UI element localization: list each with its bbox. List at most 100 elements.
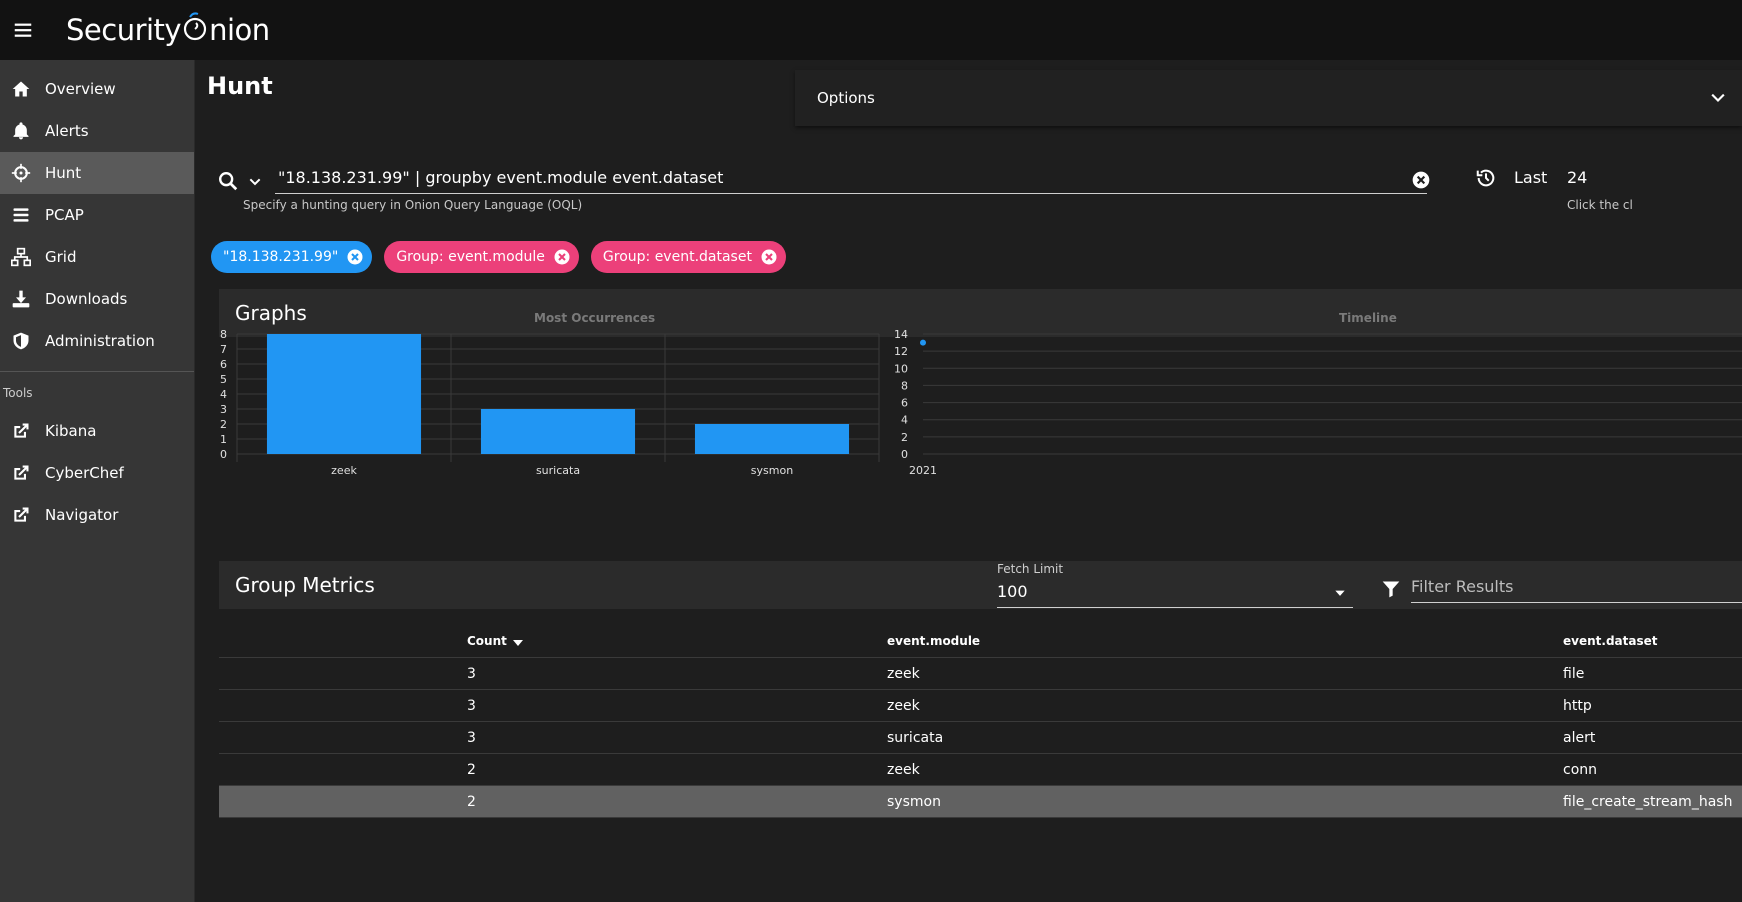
group-metrics-table: Count event.module event.dataset 3 zeek … <box>219 622 1742 818</box>
cell-count: 3 <box>467 666 476 682</box>
tools-header: Tools <box>3 386 33 400</box>
sidebar-item-label: Grid <box>45 248 77 266</box>
table-row[interactable]: 3 zeek http <box>219 690 1742 722</box>
filter-icon <box>1382 581 1400 598</box>
column-header-event-dataset[interactable]: event.dataset <box>1563 634 1658 648</box>
sidebar-item-label: Overview <box>45 80 116 98</box>
sidebar-item-pcap[interactable]: PCAP <box>0 194 194 236</box>
y-tick-label: 4 <box>220 388 227 401</box>
nav-list: Overview Alerts Hunt PCAP Grid Downloads… <box>0 60 194 362</box>
y-tick-label: 2 <box>220 418 227 431</box>
y-tick-label: 8 <box>901 379 908 392</box>
graphs-title: Graphs <box>235 301 307 325</box>
fetch-limit-value[interactable]: 100 <box>997 580 1353 608</box>
menu-button[interactable] <box>0 0 46 60</box>
sidebar-item-administration[interactable]: Administration <box>0 320 194 362</box>
sidebar-item-kibana[interactable]: Kibana <box>0 410 194 452</box>
query-chip[interactable]: "18.138.231.99" <box>211 241 373 273</box>
page-title: Hunt <box>207 72 273 100</box>
sidebar-item-alerts[interactable]: Alerts <box>0 110 194 152</box>
table-header: Count event.module event.dataset <box>219 622 1742 658</box>
chip-label: Group: event.module <box>396 249 545 265</box>
cell-count: 2 <box>467 762 476 778</box>
fetch-limit-select[interactable]: Fetch Limit 100 <box>997 562 1353 608</box>
cell-event-dataset[interactable]: conn <box>1563 762 1598 778</box>
filter-results-input[interactable]: Filter Results <box>1411 573 1742 603</box>
query-input[interactable]: "18.138.231.99" | groupby event.module e… <box>275 160 1427 194</box>
table-row-selected[interactable]: 2 sysmon file_create_stream_hash <box>219 786 1742 818</box>
onion-logo-icon <box>182 12 208 43</box>
column-header-event-module[interactable]: event.module <box>887 634 981 648</box>
cell-count: 3 <box>467 698 476 714</box>
table-row[interactable]: 3 suricata alert <box>219 722 1742 754</box>
table-row[interactable]: 2 zeek conn <box>219 754 1742 786</box>
group-chip[interactable]: Group: event.module <box>384 241 579 273</box>
cell-event-module[interactable]: zeek <box>887 698 920 714</box>
sidebar-item-downloads[interactable]: Downloads <box>0 278 194 320</box>
y-tick-label: 2 <box>901 431 908 444</box>
group-metrics-title: Group Metrics <box>235 573 375 597</box>
cell-event-module[interactable]: zeek <box>887 666 920 682</box>
table-row[interactable]: 3 zeek file <box>219 658 1742 690</box>
y-tick-label: 4 <box>901 414 908 427</box>
date-range-value-input[interactable]: 24 <box>1567 168 1588 187</box>
home-icon <box>10 78 32 100</box>
cell-count: 3 <box>467 730 476 746</box>
sidebar-item-cyberchef[interactable]: CyberChef <box>0 452 194 494</box>
y-tick-label: 0 <box>220 448 227 461</box>
cell-event-dataset[interactable]: file <box>1563 666 1585 682</box>
x-tick-label: 2021 <box>909 464 937 477</box>
sidebar-item-label: Alerts <box>45 122 89 140</box>
cell-count: 2 <box>467 794 476 810</box>
cell-event-dataset[interactable]: http <box>1563 698 1592 714</box>
cell-event-module[interactable]: zeek <box>887 762 920 778</box>
chip-label: "18.138.231.99" <box>223 249 339 265</box>
date-range-last-label: Last <box>1514 168 1548 187</box>
list-icon <box>10 204 32 226</box>
history-icon[interactable] <box>1475 167 1497 189</box>
sort-descending-icon <box>512 640 523 646</box>
download-icon <box>10 288 32 310</box>
sidebar-item-label: Hunt <box>45 164 82 182</box>
column-header-label: Count <box>467 634 507 648</box>
sidebar-item-label: Downloads <box>45 290 128 308</box>
y-tick-label: 3 <box>220 403 227 416</box>
fetch-limit-selected: 100 <box>997 582 1028 601</box>
cell-event-module[interactable]: suricata <box>887 730 944 746</box>
sidebar-item-hunt[interactable]: Hunt <box>0 152 194 194</box>
external-link-icon <box>10 504 32 526</box>
sitemap-icon <box>10 246 32 268</box>
cell-event-dataset[interactable]: alert <box>1563 730 1596 746</box>
y-tick-label: 7 <box>220 343 227 356</box>
group-chip[interactable]: Group: event.dataset <box>590 241 786 273</box>
close-icon[interactable] <box>760 248 778 266</box>
main-content: Hunt Options "18.138.231.99" | groupby e… <box>195 60 1742 902</box>
chevron-down-icon <box>1711 93 1725 103</box>
bar-suricata <box>480 409 636 454</box>
y-tick-label: 10 <box>894 362 908 375</box>
clear-query-icon[interactable] <box>1411 170 1431 190</box>
top-app-bar: Security nion <box>0 0 1742 60</box>
fetch-limit-label: Fetch Limit <box>997 562 1064 576</box>
close-icon[interactable] <box>346 248 364 266</box>
y-tick-label: 8 <box>220 328 227 341</box>
y-tick-label: 1 <box>220 433 227 446</box>
column-header-count[interactable]: Count <box>467 634 523 648</box>
sidebar-item-overview[interactable]: Overview <box>0 68 194 110</box>
chip-label: Group: event.dataset <box>602 249 752 265</box>
sidebar-item-navigator[interactable]: Navigator <box>0 494 194 536</box>
security-onion-logo[interactable]: Security nion <box>66 12 270 47</box>
y-tick-label: 6 <box>220 358 227 371</box>
search-icon[interactable] <box>217 170 239 192</box>
date-range-hint: Click the cl <box>1567 198 1633 212</box>
chart-title: Timeline <box>1339 311 1397 325</box>
sidebar-item-grid[interactable]: Grid <box>0 236 194 278</box>
chevron-down-icon[interactable] <box>247 174 263 190</box>
close-icon[interactable] <box>553 248 571 266</box>
options-panel[interactable]: Options <box>795 70 1742 126</box>
cell-event-module[interactable]: sysmon <box>887 794 941 810</box>
cell-event-dataset[interactable]: file_create_stream_hash <box>1563 794 1733 810</box>
timeline-chart: 0 2 4 6 8 10 12 14 2021 <box>894 328 1742 477</box>
bar-sysmon <box>694 424 850 454</box>
logo-text-onion: nion <box>209 13 270 47</box>
